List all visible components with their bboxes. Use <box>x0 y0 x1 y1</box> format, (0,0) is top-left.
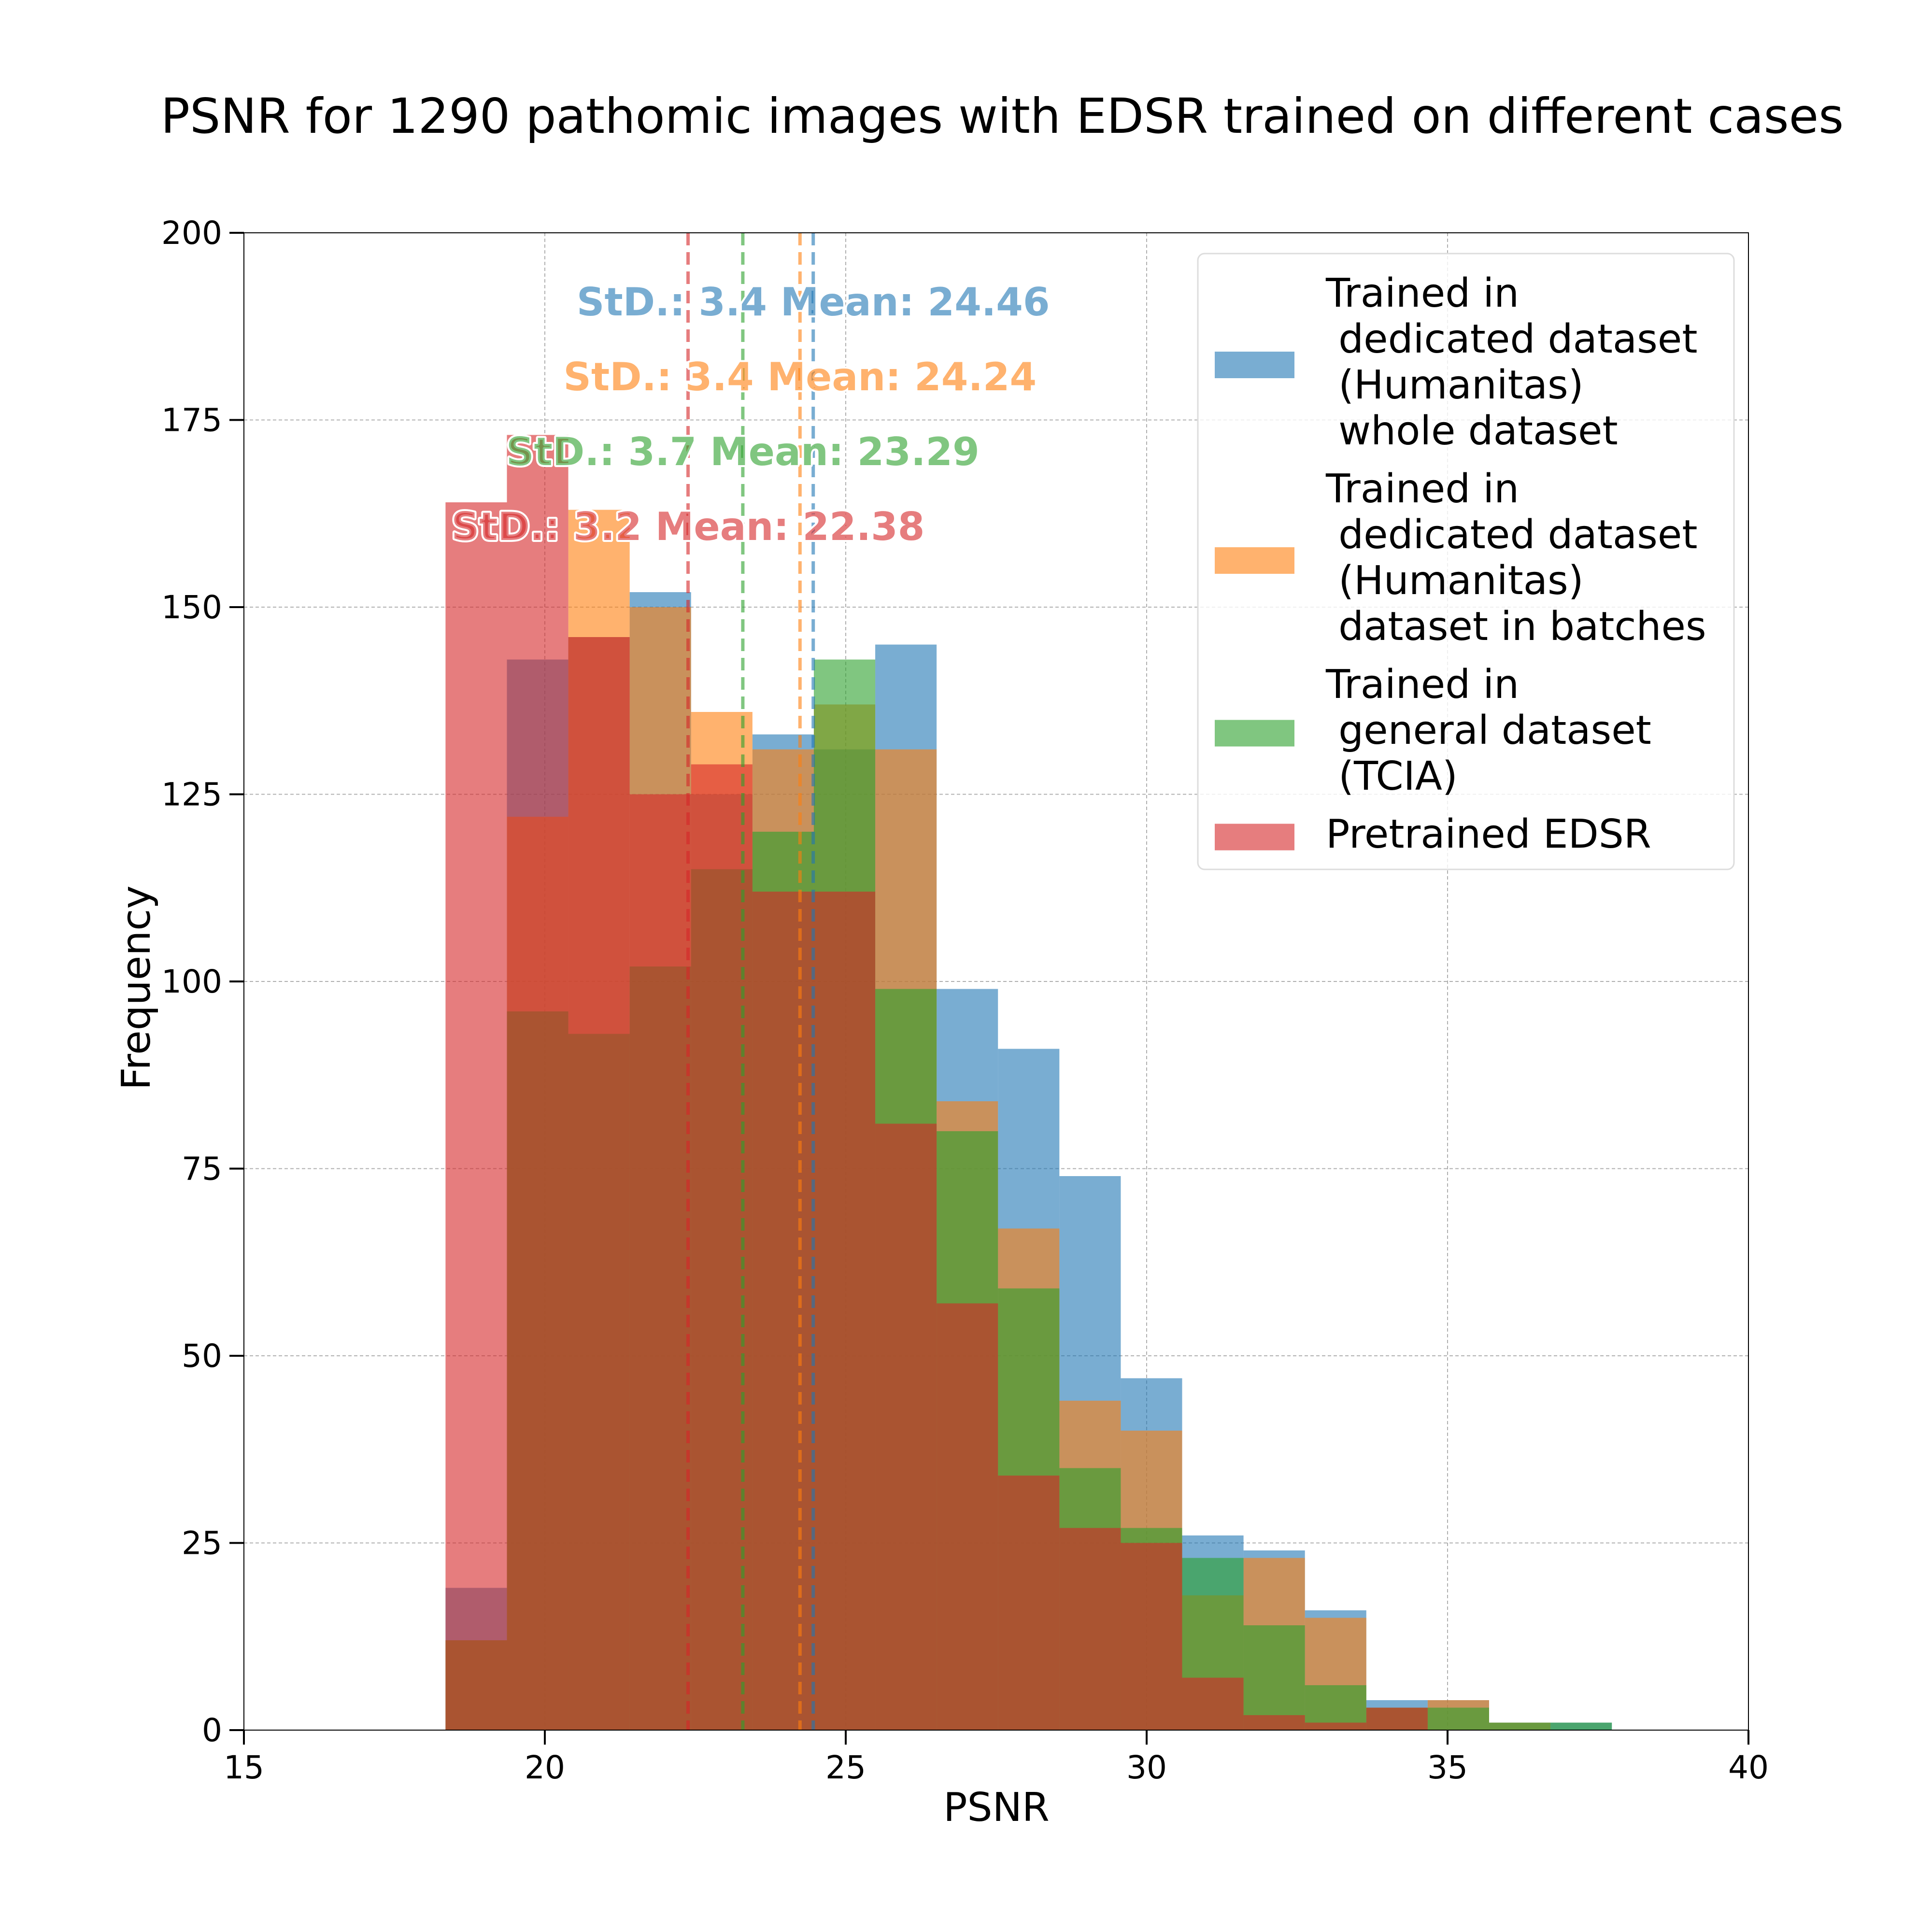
legend-swatch <box>1215 547 1294 574</box>
legend-entry-line: Trained in <box>1325 662 1519 708</box>
mean-annotation: StD.: 3.4 Mean: 24.24 <box>563 355 1037 399</box>
x-tick-label: 35 <box>1427 1749 1468 1786</box>
x-tick-label: 40 <box>1728 1749 1769 1786</box>
legend-entry-line: whole dataset <box>1326 408 1618 454</box>
histogram-bar <box>629 794 691 1730</box>
histogram-bar <box>1243 1715 1305 1730</box>
legend-entry: Pretrained EDSR <box>1326 811 1651 857</box>
y-tick-label: 75 <box>182 1151 222 1188</box>
legend-entry: Trained in dedicated dataset (Humanitas)… <box>1325 270 1697 454</box>
legend-entry: Trained in dedicated dataset (Humanitas)… <box>1325 466 1706 650</box>
y-tick-label: 50 <box>182 1337 222 1375</box>
y-tick-label: 125 <box>161 776 222 813</box>
legend-swatch <box>1215 824 1294 851</box>
legend-entry-line: general dataset <box>1326 708 1651 753</box>
histogram-bar <box>1243 1625 1305 1730</box>
x-tick-label: 30 <box>1126 1749 1167 1786</box>
x-tick-label: 25 <box>825 1749 866 1786</box>
legend-entry-line: (Humanitas) <box>1326 558 1584 604</box>
legend-swatch <box>1215 352 1294 378</box>
legend-box <box>1197 253 1735 870</box>
histogram-bar <box>1059 1528 1121 1730</box>
mean-lines <box>686 233 815 1730</box>
histogram-bar <box>1489 1722 1551 1730</box>
histogram-bars <box>445 435 1612 1730</box>
histogram-bar <box>445 502 507 1730</box>
histogram-bar <box>1366 1707 1428 1730</box>
mean-annotation: StD.: 3.7 Mean: 23.29 <box>506 429 980 474</box>
legend-entry-line: Trained in <box>1325 466 1519 512</box>
histogram-bar <box>875 1123 937 1730</box>
y-tick-label: 25 <box>182 1525 222 1562</box>
histogram-bar <box>568 637 630 1730</box>
legend-entry-line: Trained in <box>1325 270 1519 316</box>
y-tick-label: 100 <box>161 963 222 1000</box>
legend-entry-line: Pretrained EDSR <box>1326 811 1651 857</box>
x-axis-label: PSNR <box>943 1785 1050 1831</box>
histogram-bar <box>752 892 814 1730</box>
legend-entry: Trained in general dataset (TCIA) <box>1325 662 1651 799</box>
y-tick-label: 0 <box>202 1712 222 1749</box>
y-tick-label: 200 <box>161 214 222 252</box>
chart-title: PSNR for 1290 pathomic images with EDSR … <box>161 88 1844 144</box>
legend-entry-line: dataset in batches <box>1326 604 1706 650</box>
legend: Trained in dedicated dataset (Humanitas)… <box>1197 253 1735 870</box>
x-tick-label: 15 <box>224 1749 264 1786</box>
mean-annotation: StD.: 3.4 Mean: 24.46 <box>577 280 1050 325</box>
legend-entry-line: (TCIA) <box>1326 753 1458 799</box>
histogram-bar <box>813 892 876 1730</box>
histogram-bar <box>1121 1543 1182 1730</box>
histogram-bar <box>507 435 568 1730</box>
histogram-bar <box>1427 1707 1489 1730</box>
legend-entry-line: dedicated dataset <box>1326 512 1697 558</box>
mean-annotation: StD.: 3.2 Mean: 22.38 <box>452 504 925 549</box>
y-axis-label: Frequency <box>114 885 159 1090</box>
histogram-bar <box>998 1476 1060 1730</box>
axis-ticks: 15 20 25 30 35 40 0 25 50 75 100 125 150 175 200 <box>161 214 1769 1786</box>
mean-annotations: StD.: 3.4 Mean: 24.46 StD.: 3.4 Mean: 24.… <box>450 278 1052 551</box>
legend-entry-line: (Humanitas) <box>1326 362 1584 408</box>
histogram-bar <box>1182 1677 1244 1730</box>
legend-swatch <box>1215 720 1294 747</box>
histogram-bar <box>1550 1722 1612 1730</box>
x-tick-label: 20 <box>525 1749 565 1786</box>
y-tick-label: 175 <box>161 402 222 439</box>
histogram-bar <box>1305 1722 1366 1730</box>
legend-entry-line: dedicated dataset <box>1326 316 1697 362</box>
histogram-bar <box>937 1303 998 1730</box>
y-tick-label: 150 <box>161 589 222 626</box>
